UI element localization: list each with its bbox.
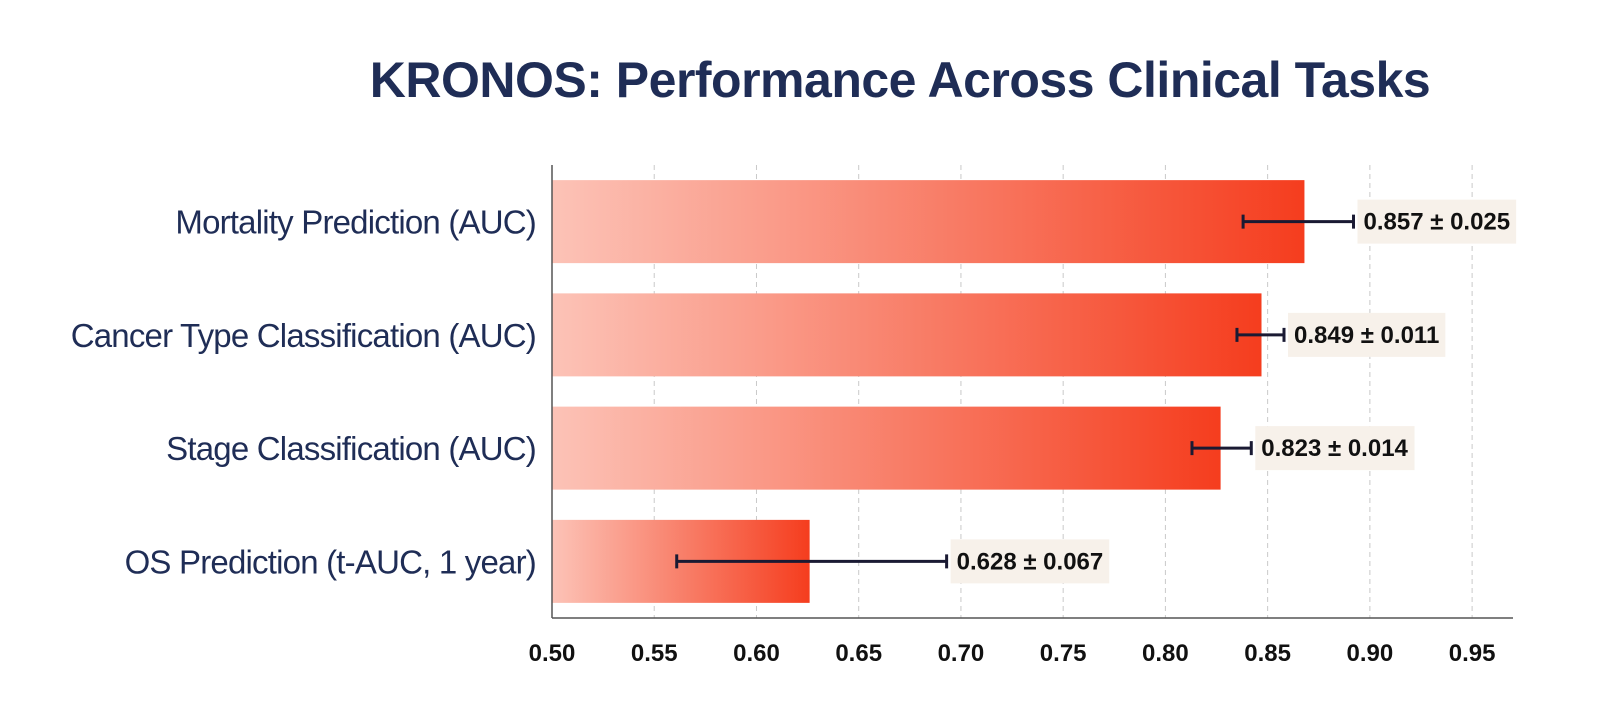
data-label: 0.628 ± 0.067 bbox=[957, 548, 1104, 575]
x-tick-label: 0.55 bbox=[631, 640, 678, 667]
category-label: Cancer Type Classification (AUC) bbox=[71, 317, 536, 354]
error-bar-4 bbox=[675, 554, 949, 569]
x-tick-label: 0.50 bbox=[529, 640, 576, 667]
value-label-3: 0.823 ± 0.014 bbox=[1255, 426, 1415, 471]
bar-2 bbox=[552, 293, 1262, 377]
bar-1 bbox=[552, 180, 1305, 264]
axes: 0.50 0.55 0.60 0.65 0.70 0.75 0.80 0.85 0.90 0.95… bbox=[71, 165, 1513, 667]
x-tick-label: 0.85 bbox=[1244, 640, 1291, 667]
x-tick-label: 0.70 bbox=[938, 640, 985, 667]
x-tick-label: 0.80 bbox=[1142, 640, 1189, 667]
category-label: Mortality Prediction (AUC) bbox=[175, 204, 536, 241]
x-tick-label: 0.75 bbox=[1040, 640, 1087, 667]
bar-3 bbox=[552, 406, 1221, 490]
value-label-2: 0.849 ± 0.011 bbox=[1287, 312, 1446, 357]
value-label-1: 0.857 ± 0.025 bbox=[1357, 199, 1517, 244]
x-tick-label: 0.65 bbox=[835, 640, 882, 667]
bars: 0.857 ± 0.025 0.849 ± 0.011 0.823 ± 0.014 0… bbox=[552, 180, 1517, 603]
data-label: 0.857 ± 0.025 bbox=[1364, 209, 1511, 236]
chart-title: KRONOS: Performance Across Clinical Task… bbox=[370, 52, 1430, 108]
error-bar-2 bbox=[1235, 327, 1286, 342]
value-label-4: 0.628 ± 0.067 bbox=[950, 539, 1110, 584]
error-bar-3 bbox=[1190, 441, 1253, 456]
data-label: 0.849 ± 0.011 bbox=[1294, 322, 1439, 349]
error-bar-1 bbox=[1241, 214, 1356, 229]
x-tick-label: 0.90 bbox=[1347, 640, 1394, 667]
category-label: Stage Classification (AUC) bbox=[166, 430, 536, 467]
data-label: 0.823 ± 0.014 bbox=[1261, 435, 1408, 462]
x-tick-label: 0.60 bbox=[733, 640, 780, 667]
category-label: OS Prediction (t-AUC, 1 year) bbox=[125, 543, 536, 580]
x-tick-label: 0.95 bbox=[1449, 640, 1496, 667]
